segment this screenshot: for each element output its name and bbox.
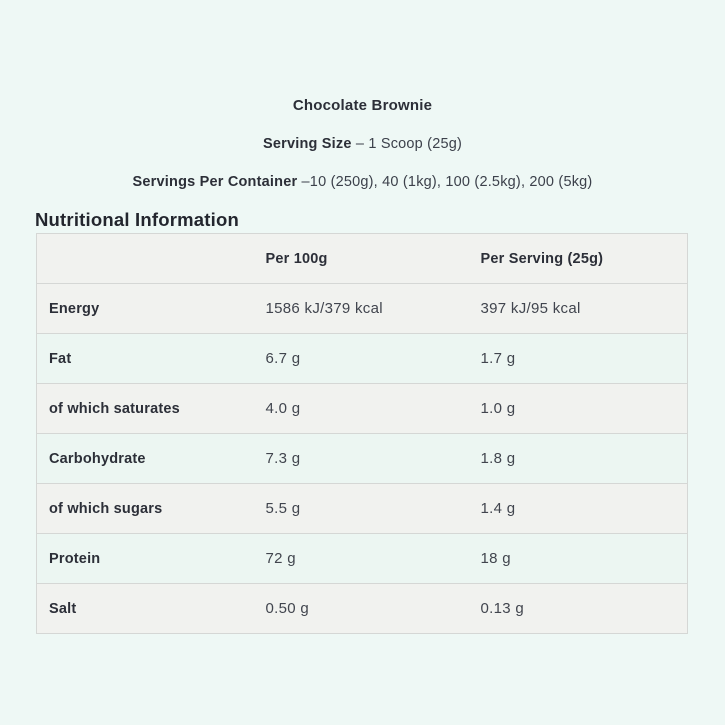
per-100g-value: 4.0 g (265, 383, 481, 434)
serving-size-label: Serving Size (262, 136, 352, 152)
table-row: Energy 1586 kJ/379 kcal 397 kJ/95 kcal (36, 283, 688, 334)
per-100g-value: 7.3 g (265, 433, 481, 484)
per-100g-value: 5.5 g (265, 483, 481, 534)
per-100g-value: 72 g (265, 533, 481, 584)
per-serving-value: 0.13 g (480, 583, 688, 634)
column-header-per-serving: Per Serving (25g) (480, 233, 688, 284)
per-100g-value: 1586 kJ/379 kcal (265, 283, 481, 334)
table-row: Salt 0.50 g 0.13 g (36, 583, 688, 634)
nutrient-label: Protein (36, 533, 266, 584)
per-serving-value: 1.8 g (480, 433, 688, 484)
table-row: Fat 6.7 g 1.7 g (36, 333, 688, 384)
column-header-per-100g: Per 100g (265, 233, 481, 284)
table-row: of which saturates 4.0 g 1.0 g (36, 383, 688, 434)
nutrient-label: Salt (36, 583, 266, 634)
servings-per-container-line: Servings Per Container –10 (250g), 40 (1… (0, 172, 725, 192)
servings-per-container-label: Servings Per Container (132, 174, 298, 190)
product-title: Chocolate Brownie (292, 97, 433, 114)
per-serving-value: 1.7 g (480, 333, 688, 384)
table-row: of which sugars 5.5 g 1.4 g (36, 483, 688, 534)
table-row: Carbohydrate 7.3 g 1.8 g (36, 433, 688, 484)
nutrient-label: Carbohydrate (36, 433, 266, 484)
column-header-blank (36, 233, 266, 284)
nutrition-table-header-row: Per 100g Per Serving (25g) (36, 233, 688, 284)
per-serving-value: 1.4 g (480, 483, 688, 534)
servings-per-container-value: –10 (250g), 40 (1kg), 100 (2.5kg), 200 (… (301, 174, 593, 190)
nutrient-label: Energy (36, 283, 266, 334)
per-serving-value: 397 kJ/95 kcal (480, 283, 688, 334)
per-serving-value: 1.0 g (480, 383, 688, 434)
per-serving-value: 18 g (480, 533, 688, 584)
product-header: Chocolate Brownie Serving Size – 1 Scoop… (0, 0, 725, 192)
per-100g-value: 0.50 g (265, 583, 481, 634)
serving-size-line: Serving Size – 1 Scoop (25g) (0, 134, 725, 154)
nutrition-table-body: Energy 1586 kJ/379 kcal 397 kJ/95 kcal F… (36, 283, 688, 634)
serving-size-value: – 1 Scoop (25g) (355, 136, 463, 152)
nutrient-label: Fat (36, 333, 266, 384)
nutrient-label: of which sugars (36, 483, 266, 534)
nutrient-label: of which saturates (36, 383, 266, 434)
nutrition-table: Per 100g Per Serving (25g) Energy 1586 k… (36, 233, 688, 634)
table-row: Protein 72 g 18 g (36, 533, 688, 584)
nutritional-information-heading: Nutritional Information (35, 209, 239, 230)
per-100g-value: 6.7 g (265, 333, 481, 384)
